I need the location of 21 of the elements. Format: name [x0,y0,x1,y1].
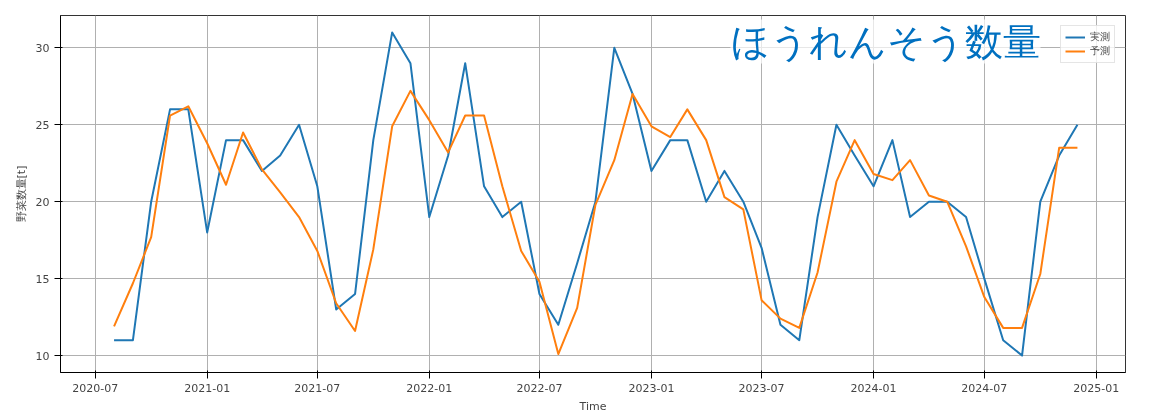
x-tick-label: 2021-07 [294,381,341,395]
y-tick-label: 10 [35,349,50,363]
x-tick-label: 2020-07 [72,381,119,395]
x-tick-label: 2022-07 [516,381,563,395]
x-tick-label: 2023-01 [628,381,675,395]
x-tick-label: 2025-01 [1073,381,1120,395]
x-tick-label: 2024-07 [961,381,1008,395]
x-axis-title: Time [578,399,607,413]
y-tick-label: 30 [35,41,50,55]
y-tick-label: 25 [35,118,50,132]
x-tick-label: 2023-07 [738,381,785,395]
x-tick-label: 2021-01 [184,381,231,395]
legend-label: 予測 [1090,44,1110,58]
legend-label: 実測 [1090,30,1110,44]
x-tick-label: 2024-01 [850,381,897,395]
chart-title: ほうれんそう数量 [730,19,1041,64]
y-tick-label: 20 [35,195,50,209]
x-tick-label: 2022-01 [406,381,453,395]
y-tick-label: 15 [35,272,50,286]
line-series [113,89,1079,356]
y-axis-title: 野菜数量[t] [14,165,28,223]
